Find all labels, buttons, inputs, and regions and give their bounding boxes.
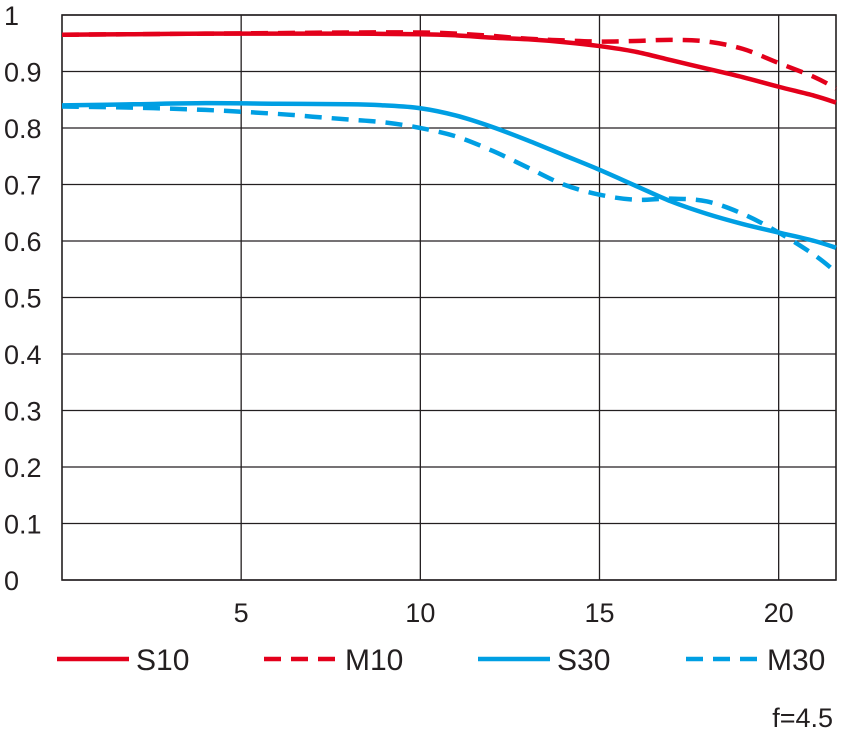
y-tick-label: 0.6 — [4, 227, 42, 257]
y-tick-label: 0.5 — [4, 284, 42, 314]
series-lines — [61, 30, 838, 274]
x-axis-tick-labels: 5 10 15 20 — [234, 598, 794, 628]
y-tick-label: 0.7 — [4, 171, 42, 201]
legend-label-s10: S10 — [136, 644, 189, 677]
plot-frame — [61, 14, 837, 581]
x-tick-label: 5 — [234, 598, 249, 628]
aperture-annotation: f=4.5 — [772, 703, 833, 733]
y-tick-label: 0.1 — [4, 510, 42, 540]
legend-label-s30: S30 — [557, 644, 610, 677]
x-tick-label: 10 — [405, 598, 435, 628]
x-tick-label: 15 — [584, 598, 614, 628]
y-tick-label: 0.2 — [4, 453, 42, 483]
y-axis-tick-labels: 0 0.1 0.2 0.3 0.4 0.5 0.6 0.7 0.8 0.9 1 — [4, 1, 42, 596]
y-tick-label: 0.4 — [4, 340, 42, 370]
y-tick-label: 0.9 — [4, 58, 42, 88]
grid-lines — [62, 14, 836, 581]
legend-label-m10: M10 — [345, 644, 403, 677]
x-tick-label: 20 — [764, 598, 794, 628]
y-tick-label: 0 — [4, 566, 19, 596]
legend: S10 M10 S30 M30 — [57, 644, 825, 677]
y-tick-label: 0.3 — [4, 397, 42, 427]
legend-label-m30: M30 — [767, 644, 825, 677]
series-line-s30 — [61, 100, 837, 250]
series-line-m10 — [61, 30, 838, 91]
series-line-m30 — [61, 104, 838, 274]
y-tick-label: 0.8 — [4, 114, 42, 144]
y-tick-label: 1 — [4, 1, 19, 31]
